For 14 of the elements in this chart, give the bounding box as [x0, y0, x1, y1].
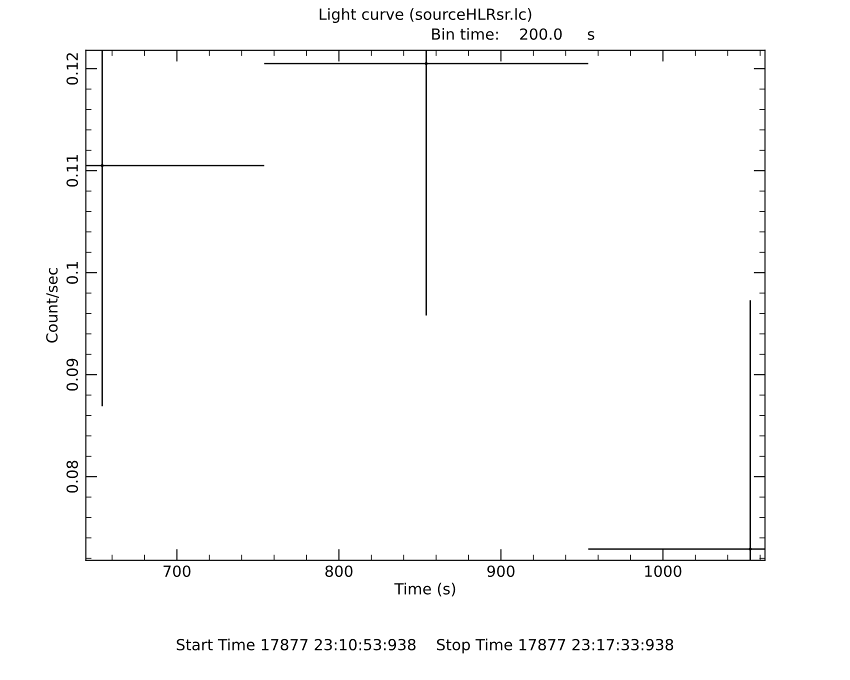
- y-tick-label: 0.09: [66, 358, 78, 391]
- x-tick-label: 1000: [645, 565, 682, 578]
- y-tick-label: 0.12: [66, 53, 78, 85]
- x-tick-label: 800: [325, 565, 352, 578]
- x-tick-label: 700: [164, 565, 190, 578]
- chart-title: Light curve (sourceHLRsr.lc): [320, 8, 532, 23]
- y-tick-label: 0.08: [66, 460, 78, 493]
- y-tick-label: 0.11: [66, 155, 78, 187]
- x-tick-label: 900: [487, 565, 514, 578]
- x-axis-title: Time (s): [394, 582, 456, 596]
- text: Bin time: 200.0 s: [432, 28, 594, 40]
- y-tick-label: 0.1: [66, 262, 78, 284]
- text: Start Time 17877 23:10:53:938 Stop Time 17877 23:17:33:938: [176, 638, 674, 654]
- y-axis-title: Count/sec: [46, 268, 59, 343]
